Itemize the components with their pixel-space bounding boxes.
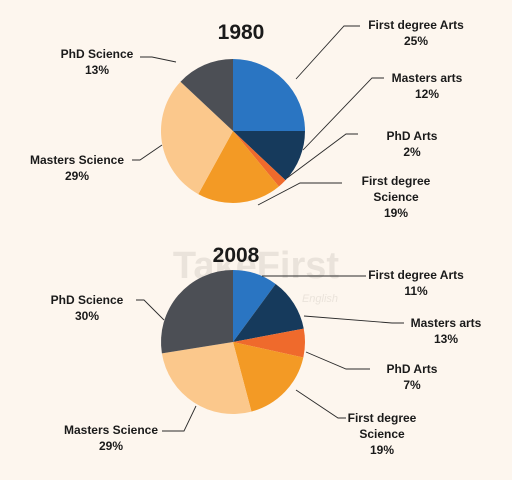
slice-value-label: 30% (75, 309, 99, 323)
slice-category-label: Masters Science (64, 423, 158, 437)
slice-label-phd-arts: PhD Arts 2% (387, 129, 438, 159)
slice-value-label: 25% (404, 34, 428, 48)
slice-value-label: 12% (415, 87, 439, 101)
slice-category-label: Masters arts (392, 71, 463, 85)
slice-category-label: First degree (362, 174, 431, 188)
slice-category-label: Science (359, 427, 405, 441)
slice-category-label: PhD Science (61, 47, 134, 61)
leader-line-masters-science (162, 405, 197, 432)
slice-label-masters-science: Masters Science 29% (30, 153, 124, 183)
slice-category-label: PhD Arts (387, 362, 438, 376)
slice-label-first-degree-science: First degree Science 19% (362, 174, 431, 220)
slice-category-label: Masters arts (411, 316, 482, 330)
pie-slice-masters-science (160, 81, 233, 195)
pie-slice-phd-arts (233, 131, 286, 187)
pie-slice-phd-arts (233, 328, 305, 358)
chart-title: 1980 (218, 21, 265, 44)
slice-category-label: First degree Arts (368, 18, 464, 32)
chart-title: 2008 (213, 244, 260, 267)
slice-category-label: Science (373, 190, 419, 204)
pie-slice-phd-science (180, 59, 233, 131)
slice-label-phd-science: PhD Science 13% (61, 47, 134, 77)
slice-value-label: 19% (384, 206, 408, 220)
slice-value-label: 13% (434, 332, 458, 346)
slice-label-first-degree-arts: First degree Arts 11% (368, 268, 464, 298)
leader-line-masters-arts (302, 77, 384, 151)
pie-chart-2008: 2008 First degree Arts 11% Masters arts 13% P… (51, 244, 482, 457)
slice-label-masters-science: Masters Science 29% (64, 423, 158, 453)
slice-label-phd-arts: PhD Arts 7% (387, 362, 438, 392)
leader-line-first-degree-science (257, 182, 342, 206)
slice-label-first-degree-science: First degree Science 19% (348, 411, 417, 457)
slice-value-label: 2% (403, 145, 421, 159)
slice-value-label: 19% (370, 443, 394, 457)
slice-value-label: 13% (85, 63, 109, 77)
pie-slice-masters-arts (233, 131, 305, 181)
leader-line-masters-arts (303, 315, 404, 324)
slice-value-label: 11% (404, 284, 428, 298)
pie-chart-1980: 1980 First degree Arts 25% Masters arts 12% P… (30, 18, 464, 220)
slice-category-label: PhD Science (51, 293, 124, 307)
pie-slice-masters-arts (233, 284, 304, 342)
pie-slice-masters-science (161, 342, 252, 415)
pie-slice-first-degree-arts (233, 59, 305, 131)
pie-slice-phd-science (160, 270, 233, 354)
slice-category-label: PhD Arts (387, 129, 438, 143)
slice-category-label: First degree Arts (368, 268, 464, 282)
slice-label-first-degree-arts: First degree Arts 25% (368, 18, 464, 48)
leader-line-masters-science (132, 144, 163, 161)
slice-value-label: 7% (403, 378, 421, 392)
leader-line-first-degree-arts (295, 25, 360, 80)
watermark-tagline: English (302, 293, 338, 305)
leader-line-phd-arts (305, 351, 370, 370)
pie-slice-first-degree-arts (233, 270, 276, 342)
slice-label-masters-arts: Masters arts 13% (411, 316, 482, 346)
slice-category-label: Masters Science (30, 153, 124, 167)
pie-slice-first-degree-science (233, 342, 304, 412)
slice-label-masters-arts: Masters arts 12% (392, 71, 463, 101)
slice-value-label: 29% (65, 169, 89, 183)
slice-label-phd-science: PhD Science 30% (51, 293, 124, 323)
leader-line-phd-science (140, 56, 177, 63)
pie-slice-first-degree-science (198, 131, 279, 203)
slice-value-label: 29% (99, 439, 123, 453)
leader-line-phd-arts (286, 133, 358, 179)
leader-line-first-degree-science (295, 389, 346, 419)
slice-category-label: First degree (348, 411, 417, 425)
leader-line-phd-science (136, 299, 165, 321)
